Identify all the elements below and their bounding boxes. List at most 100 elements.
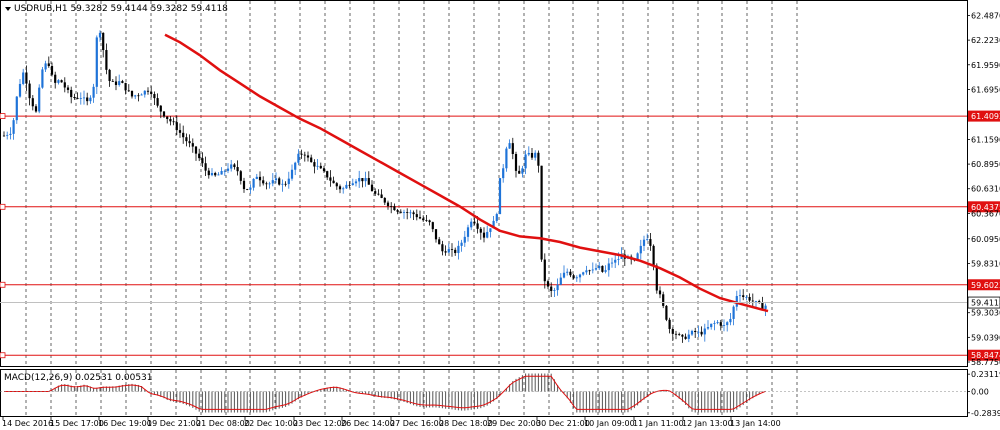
candle-body (332, 180, 335, 184)
candle-body (649, 239, 652, 246)
candle-body (582, 272, 585, 275)
dropdown-triangle-icon[interactable] (5, 7, 11, 11)
level-tag (968, 110, 1000, 122)
candle-body (204, 163, 207, 171)
candle-body (530, 152, 534, 158)
candle-body (399, 211, 402, 213)
candle-body (230, 164, 233, 169)
candle-body (546, 281, 550, 287)
candle-body (50, 66, 54, 75)
candle-body (239, 171, 242, 181)
candle-body (351, 183, 354, 186)
level-tag (968, 279, 1000, 291)
candle-body (358, 178, 361, 182)
candle-body (716, 322, 719, 324)
candle-body (159, 105, 162, 112)
price-tick-label: 59.3030 (971, 309, 1000, 318)
chart-header[interactable]: USDRUB,H1 59.3282 59.4144 59.3282 59.411… (5, 4, 228, 14)
candle-body (678, 334, 681, 335)
candle-body (60, 80, 63, 83)
current-price-label: 59.4118 (971, 299, 1000, 308)
candle-body (79, 98, 82, 99)
candle-body (588, 270, 591, 272)
candle-body (604, 270, 607, 272)
candle-body (236, 167, 239, 172)
candle-body (470, 221, 473, 228)
candle-body (719, 322, 722, 326)
candle-body (214, 173, 217, 176)
candle-body (201, 158, 204, 164)
candle-body (390, 206, 393, 207)
candle-body (290, 169, 294, 179)
candle-body (377, 193, 380, 195)
candle-body (722, 325, 726, 326)
date-tick-label: 30 Dec 21:00 (536, 419, 590, 428)
candle-body (553, 290, 556, 291)
date-tick-label: 23 Dec 12:00 (293, 419, 347, 428)
price-tick-label: 61.1590 (971, 135, 1000, 144)
candle-body (466, 227, 470, 237)
candle-body (703, 328, 706, 335)
candle-body (310, 157, 313, 163)
price-tick-label: 62.4870 (971, 11, 1000, 20)
candle-body (63, 82, 66, 88)
candle-body (380, 194, 383, 198)
candle-body (431, 222, 434, 230)
candle-body (617, 258, 620, 260)
candle-body (105, 50, 108, 70)
macd-signal-line (4, 375, 766, 410)
candle-body (162, 111, 166, 117)
candle-body (178, 130, 182, 133)
candle-body (374, 191, 377, 194)
candle-body (274, 178, 278, 181)
candle-body (690, 330, 694, 335)
candle-body (345, 184, 348, 189)
candle-body (642, 239, 646, 246)
candle-body (191, 143, 194, 147)
candle-body (326, 171, 329, 178)
price-tick-label: 62.2230 (971, 36, 1000, 45)
candle-body (428, 220, 431, 223)
candle-body (562, 272, 566, 278)
candle-body (566, 271, 569, 273)
candle-body (527, 152, 530, 155)
candle-body (745, 296, 748, 298)
candle-body (108, 69, 111, 82)
candle-body (223, 170, 226, 172)
candle-body (406, 212, 409, 213)
candle-body (118, 81, 121, 85)
candle-body (598, 265, 601, 269)
candle-body (572, 275, 575, 279)
candle-body (278, 178, 281, 185)
candle-body (338, 186, 342, 190)
macd-tick-label: 0.23119 (971, 370, 1000, 379)
candle-body (434, 229, 438, 240)
candle-body (258, 176, 262, 181)
candle-body (303, 154, 306, 156)
candle-body (335, 183, 338, 187)
date-tick-label: 13 Jan 14:00 (730, 419, 781, 428)
candle-body (102, 32, 105, 51)
candle-body (82, 97, 86, 99)
candle-body (559, 277, 562, 285)
macd-tick-label: -0.28391 (971, 409, 1000, 418)
candle-body (156, 98, 159, 106)
candle-body (41, 69, 44, 88)
candle-body (607, 263, 610, 271)
candle-body (153, 94, 156, 99)
candle-body (665, 305, 668, 320)
price-tick-label: 60.0950 (971, 235, 1000, 244)
moving-average-line (164, 33, 769, 313)
candle-body (172, 121, 175, 123)
candle-body (425, 220, 428, 222)
macd-label: MACD(12,26,9) 0.02531 0.00531 (4, 373, 153, 383)
date-tick-label: 15 Dec 17:00 (50, 419, 104, 428)
candle-body (22, 72, 25, 84)
candle-body (511, 143, 514, 154)
level-tag (968, 201, 1000, 213)
vertical-grid (25, 1, 798, 416)
candle-body (514, 153, 518, 171)
candle-body (521, 168, 524, 174)
candle-body (556, 284, 559, 291)
